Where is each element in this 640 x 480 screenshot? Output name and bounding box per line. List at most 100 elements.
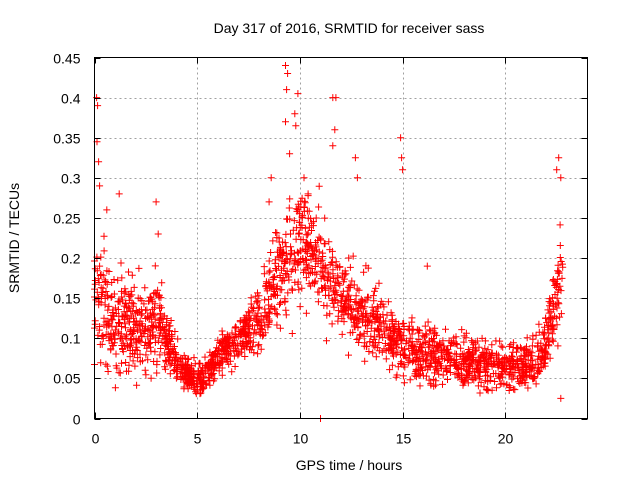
data-point [270,276,277,284]
data-point [254,297,262,305]
data-point [218,371,226,379]
data-point [556,221,564,229]
data-point [291,110,299,118]
data-point [451,358,459,366]
data-point [301,199,309,207]
data-point [375,279,383,287]
data-point [424,351,432,359]
data-point [95,279,103,286]
data-point [224,350,232,358]
data-point [494,351,502,359]
data-point [172,374,180,382]
data-point [529,335,537,343]
data-point [399,166,407,174]
data-point [96,341,104,348]
data-point [345,291,353,299]
data-point [481,344,489,352]
data-point [557,394,565,402]
data-point [320,302,328,309]
data-point [244,308,252,316]
data-point [138,332,146,340]
data-point [325,285,333,293]
data-point [241,353,249,360]
data-point [249,322,256,330]
data-point [255,341,263,349]
data-point [258,326,266,334]
data-point [95,326,103,334]
data-point [484,378,492,386]
data-point [383,311,391,319]
data-point [100,321,108,329]
data-point [230,352,238,360]
data-point [491,378,499,385]
data-point [118,359,125,367]
data-point [174,335,182,343]
data-point [423,355,431,363]
data-point [141,284,149,292]
data-point [273,285,280,292]
data-point [555,154,563,162]
data-point [398,344,405,352]
data-point [265,320,273,328]
data-point [153,369,161,377]
data-point [426,326,434,334]
data-point [519,373,527,381]
data-point [266,267,274,275]
data-point [539,328,547,336]
data-point [557,258,565,265]
data-point [280,264,288,272]
data-point [265,301,273,309]
data-point [148,328,156,336]
data-point [537,364,545,371]
data-point [517,345,525,353]
data-point [426,337,433,345]
data-point [424,318,432,326]
data-point [190,383,198,391]
data-point [323,311,331,319]
data-point [287,243,295,251]
data-point [351,298,359,306]
data-point [515,364,523,372]
data-point [96,182,104,190]
data-point [313,246,321,254]
data-point [318,284,325,292]
data-point [330,275,338,282]
data-point [199,379,207,387]
data-point [361,303,369,311]
data-point [388,342,396,350]
data-point [248,343,256,351]
data-point [282,250,290,258]
data-point [166,361,174,369]
data-point [332,94,340,102]
data-point [290,260,298,268]
data-point [130,326,138,334]
data-point [276,252,284,260]
data-point [412,354,420,361]
data-point [129,357,137,365]
data-point [114,298,122,306]
data-point [115,190,123,198]
data-point [307,256,315,264]
data-point [287,251,295,259]
data-point [152,198,160,206]
data-point [234,351,242,359]
data-point [395,332,403,340]
data-point [372,353,380,361]
data-point [384,298,392,306]
data-point [293,248,301,256]
data-point [311,269,319,277]
data-point [355,339,363,346]
data-point [532,331,540,339]
data-point [446,369,454,376]
data-point [257,345,265,353]
data-point [250,305,258,312]
data-point [392,341,400,349]
data-point [334,317,342,325]
data-point [211,375,219,383]
data-point [472,374,479,382]
data-point [202,368,210,376]
data-point [277,299,284,307]
data-point [190,354,198,362]
data-point [350,315,358,323]
data-point [325,292,333,300]
